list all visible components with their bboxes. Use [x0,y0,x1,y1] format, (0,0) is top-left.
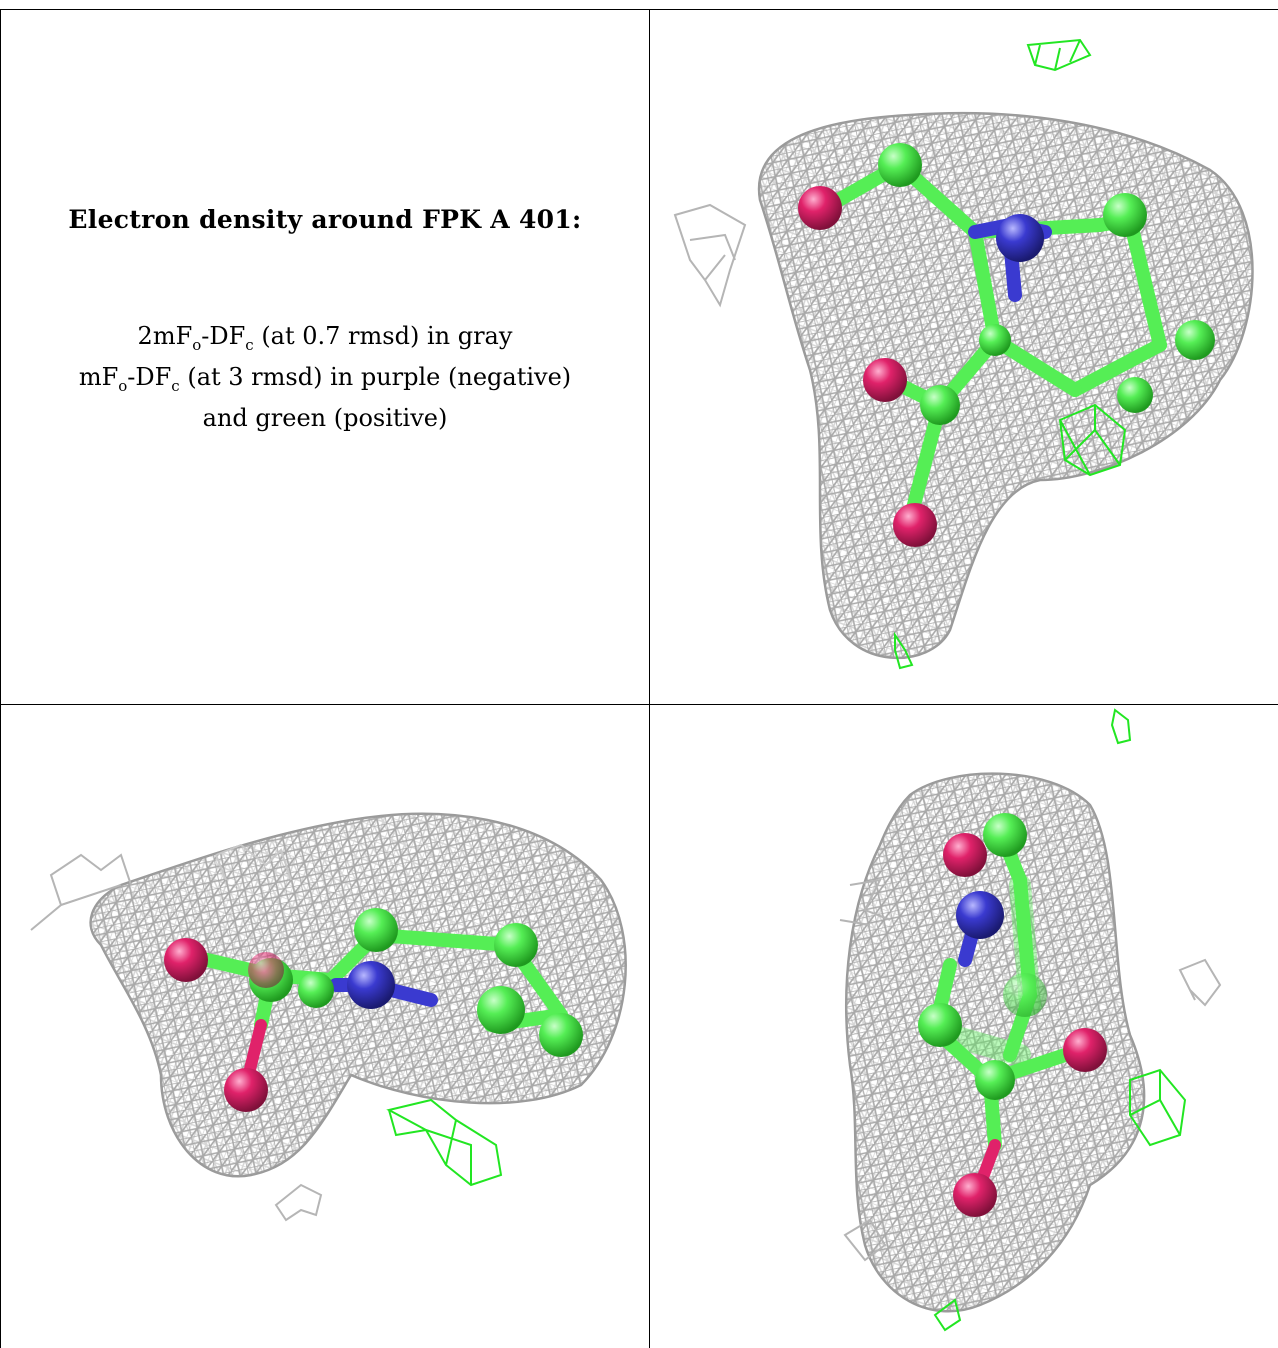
view-bottom-left [1,705,649,1348]
table-border-left [0,9,1,1348]
legend-line-positive: and green (positive) [202,403,448,432]
caption-legend: 2mFo-DFc (at 0.7 rmsd) in gray mFo-DFc (… [0,320,650,434]
table-border-top [0,9,1278,10]
density-mesh-gray [839,772,1222,1313]
density-mesh-gray [673,111,1254,660]
view-top-right [650,10,1278,704]
caption-title: Electron density around FPK A 401: [68,205,582,234]
density-mesh-green [933,708,1187,1332]
ligand-atoms-view3 [918,813,1107,1217]
table-divider-horizontal [0,704,1278,705]
density-mesh-green [894,38,1127,670]
density-mesh-green [386,1098,503,1187]
legend-line-fofc: mFo-DFc (at 3 rmsd) in purple (negative) [78,362,572,395]
ligand-atoms-view1 [798,143,1215,547]
view-bottom-right [650,705,1278,1348]
legend-line-2fofc: 2mFo-DFc (at 0.7 rmsd) in gray [137,322,513,354]
caption-cell: Electron density around FPK A 401: [0,205,650,234]
ligand-atoms-view2 [164,908,583,1112]
table-divider-vertical [649,9,650,1348]
